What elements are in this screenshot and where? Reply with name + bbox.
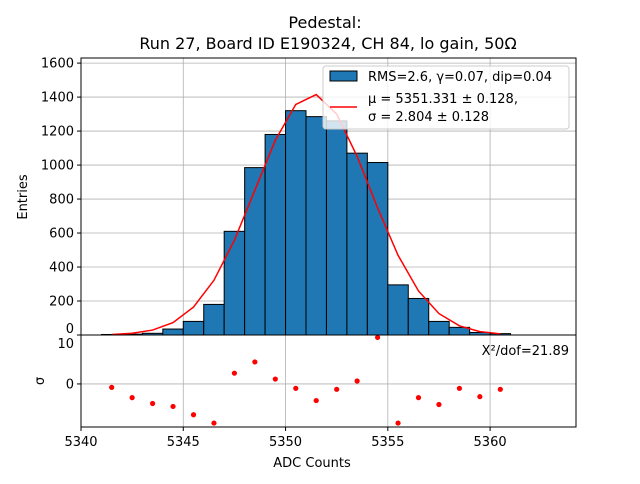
histogram-bar <box>346 152 368 336</box>
histogram-bar <box>264 133 287 336</box>
residual-point <box>313 397 319 404</box>
legend: RMS=2.6, γ=0.07, dip=0.04 μ = 5351.331 ±… <box>322 65 570 130</box>
residual-y-tick-label: 0 <box>66 377 74 392</box>
legend-hist-swatch <box>329 70 358 82</box>
y-tick-label: 600 <box>49 227 74 242</box>
y-tick-label: 400 <box>49 261 74 276</box>
residual-point <box>477 394 483 400</box>
histogram-bar <box>223 230 246 336</box>
legend-fit-label-line2: σ = 2.804 ± 0.128 <box>368 110 489 125</box>
fit-curve <box>111 93 501 336</box>
residual-point <box>456 385 463 391</box>
residual-point <box>293 385 299 391</box>
residual-y-axis-label: σ <box>33 377 48 385</box>
residual-point <box>497 386 503 392</box>
chart-title-line2: Run 27, Board ID E190324, CH 84, lo gain… <box>139 34 516 53</box>
histogram-bar <box>305 116 327 336</box>
histogram-bar <box>203 303 225 336</box>
y-tick-label: 0 <box>66 322 74 337</box>
residual-point <box>436 401 442 408</box>
residual-point <box>129 395 135 401</box>
residual-point <box>374 334 381 341</box>
x-tick-label: 5355 <box>371 435 404 450</box>
x-tick-label: 5345 <box>167 435 200 450</box>
histogram-bar <box>387 284 409 336</box>
residual-point <box>149 400 156 407</box>
residual-point <box>354 378 360 384</box>
histogram-bar <box>428 320 450 336</box>
residual-point <box>190 412 197 418</box>
y-tick-label: 200 <box>49 295 74 310</box>
x-axis-label: ADC Counts <box>273 456 351 471</box>
residual-point <box>109 384 115 390</box>
x-tick-label: 5340 <box>64 435 97 450</box>
y-tick-label: 1200 <box>41 125 74 140</box>
residual-axes-frame <box>80 334 577 428</box>
histogram-bar <box>325 120 348 336</box>
residual-point <box>211 420 217 426</box>
histogram-bar <box>244 167 266 336</box>
y-tick-label: 1600 <box>41 57 74 72</box>
histogram-bar <box>285 110 307 336</box>
residual-point <box>252 359 258 365</box>
x-tick-label: 5360 <box>474 435 507 450</box>
histogram-bar <box>407 297 430 336</box>
histogram-bar <box>162 328 184 336</box>
residual-point <box>415 395 422 401</box>
y-tick-label: 1400 <box>41 91 74 106</box>
legend-hist-label: RMS=2.6, γ=0.07, dip=0.04 <box>368 70 552 85</box>
residual-point <box>395 420 401 426</box>
y-axis-label: Entries <box>16 174 31 220</box>
residual-point <box>334 386 340 392</box>
residual-y-tick-label: 10 <box>57 337 74 352</box>
residual-point <box>231 370 238 376</box>
residual-point <box>170 403 176 410</box>
legend-box <box>322 65 570 130</box>
x-tick-label: 5350 <box>269 435 302 450</box>
legend-fit-label-line1: μ = 5351.331 ± 0.128, <box>368 92 518 107</box>
chi2-annotation: X²/dof=21.89 <box>482 344 569 359</box>
y-tick-label: 1000 <box>41 159 74 174</box>
histogram-bar <box>182 320 205 336</box>
y-tick-label: 800 <box>49 193 74 208</box>
residual-point <box>272 376 278 382</box>
chart-title-line1: Pedestal: <box>288 13 361 32</box>
